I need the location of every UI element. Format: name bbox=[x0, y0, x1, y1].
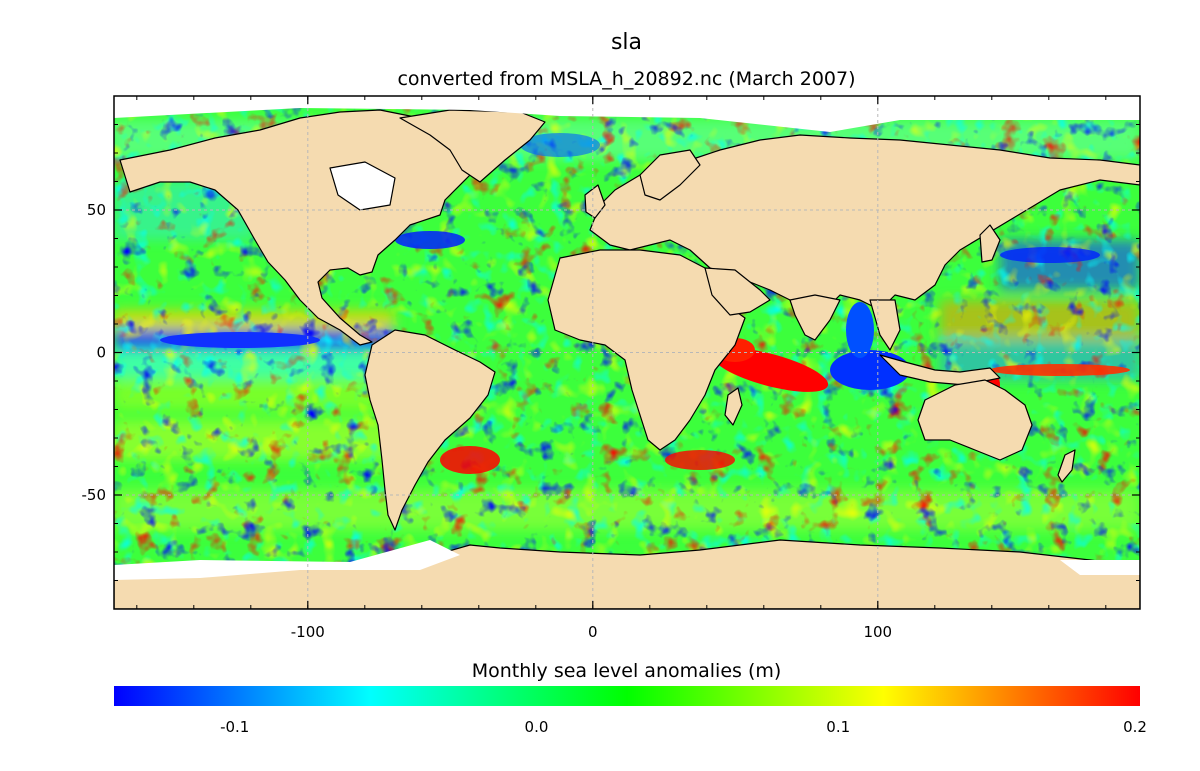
hudson-bay bbox=[329, 161, 396, 211]
colorbar-label: Monthly sea level anomalies (m) bbox=[471, 660, 782, 682]
map-area bbox=[114, 96, 1140, 609]
india bbox=[789, 294, 841, 341]
japan bbox=[979, 224, 1001, 263]
colorbar-ticks: -0.1 0.0 0.1 0.2 bbox=[220, 718, 1147, 736]
colorbar bbox=[114, 686, 1140, 706]
madagascar bbox=[724, 387, 743, 426]
x-tick-label: -100 bbox=[291, 623, 325, 641]
land-masses bbox=[114, 109, 1140, 609]
south-america bbox=[364, 329, 496, 531]
y-tick-label: 0 bbox=[96, 344, 106, 362]
y-tick-label: 50 bbox=[87, 201, 106, 219]
y-tick-label: -50 bbox=[82, 486, 107, 504]
x-tick-label: 100 bbox=[863, 623, 892, 641]
x-tick-label: 0 bbox=[588, 623, 598, 641]
arabia bbox=[704, 267, 771, 316]
missing-data bbox=[114, 96, 1140, 580]
australia bbox=[917, 379, 1033, 461]
scandinavia bbox=[639, 149, 701, 201]
colorbar-tick-label: -0.1 bbox=[220, 718, 249, 736]
colorbar-tick-label: 0.0 bbox=[525, 718, 549, 736]
map-grid bbox=[114, 96, 1140, 609]
chart-subtitle: converted from MSLA_h_20892.nc (March 20… bbox=[397, 68, 856, 90]
map-axis-ticks: -100 0 100 50 0 -50 bbox=[82, 96, 1140, 641]
indonesia bbox=[879, 354, 1001, 386]
new-zealand bbox=[1057, 449, 1076, 483]
chart-title: sla bbox=[610, 30, 643, 55]
colorbar-tick-label: 0.2 bbox=[1123, 718, 1147, 736]
north-america bbox=[119, 109, 471, 346]
colorbar-tick-label: 0.1 bbox=[826, 718, 850, 736]
